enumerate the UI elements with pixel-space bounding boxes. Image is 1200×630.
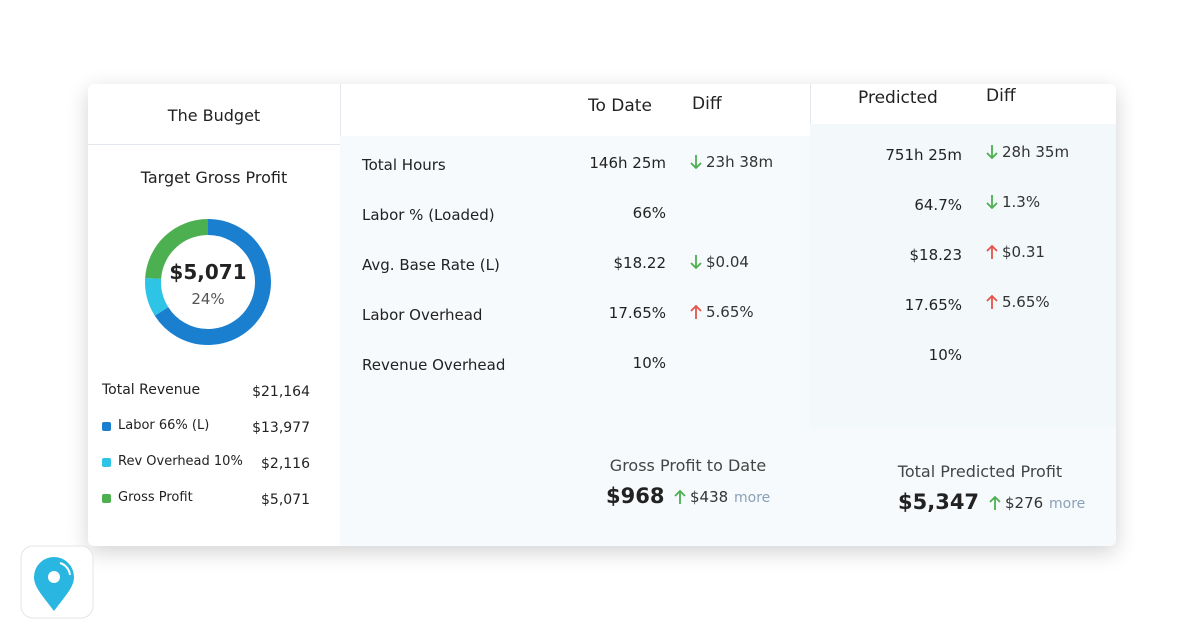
to-date-value: 17.65% — [608, 304, 666, 322]
column-header: Diff — [986, 86, 1016, 106]
legend-value: $13,977 — [252, 420, 310, 436]
legend-label: Gross Profit — [118, 490, 193, 505]
to-date-pane — [340, 136, 811, 419]
column-header: To Date — [588, 96, 652, 116]
to-date-value: $18.22 — [613, 254, 667, 272]
diff-value: $276 — [1005, 494, 1044, 512]
diff-value: 23h 38m — [706, 153, 774, 171]
trend-arrow-up — [989, 495, 1001, 510]
trend-arrow-down — [986, 195, 998, 210]
predicted-footer-pane — [810, 428, 1116, 546]
donut-center-percent: 24% — [191, 290, 225, 308]
legend-swatch — [102, 494, 111, 503]
legend-label: Rev Overhead 10% — [118, 454, 243, 469]
footer-label: Gross Profit to Date — [609, 456, 767, 475]
predicted-value: 17.65% — [904, 296, 962, 314]
legend-label: Labor 66% (L) — [118, 418, 210, 433]
diff-value: $0.04 — [706, 253, 749, 271]
trend-arrow-up — [674, 489, 686, 504]
total-value: $21,164 — [252, 384, 310, 400]
predicted-value: 10% — [928, 346, 962, 364]
trend-arrow-down — [690, 155, 702, 170]
legend-swatch — [102, 458, 111, 467]
diff-value: 5.65% — [1002, 293, 1050, 311]
trend-arrow-up — [986, 244, 998, 259]
more-link[interactable]: more — [734, 490, 771, 506]
legend-value: $5,071 — [261, 492, 310, 508]
donut-segment — [145, 219, 209, 280]
legend-swatch — [102, 422, 111, 431]
budget-header-pane — [88, 84, 341, 145]
row-label: Avg. Base Rate (L) — [362, 256, 500, 274]
app-logo — [20, 545, 94, 619]
footer-label: Total Predicted Profit — [897, 462, 1063, 481]
to-date-header-pane — [340, 84, 811, 137]
column-header: Predicted — [858, 88, 938, 108]
trend-arrow-up — [986, 294, 998, 309]
budget-title: The Budget — [167, 106, 261, 125]
trend-arrow-down — [690, 255, 702, 270]
diff-value: 5.65% — [706, 303, 754, 321]
donut-segment — [154, 219, 271, 345]
trend-arrow-up — [690, 304, 702, 319]
row-label: Revenue Overhead — [362, 356, 506, 374]
predicted-value: 751h 25m — [885, 146, 962, 164]
donut-chart — [145, 219, 271, 345]
trend-arrow-down — [986, 145, 998, 160]
diff-value: $438 — [690, 488, 729, 506]
row-label: Total Hours — [362, 156, 446, 174]
to-date-value: 10% — [632, 354, 666, 372]
diff-value: 28h 35m — [1002, 143, 1070, 161]
donut-center-value: $5,071 — [169, 260, 247, 284]
to-date-value: 66% — [632, 204, 666, 222]
budget-card: The Budget Target Gross Profit To Date Diff… — [88, 84, 1116, 546]
donut-segment — [145, 277, 169, 316]
column-header: Diff — [692, 94, 722, 114]
more-link[interactable]: more — [1049, 496, 1086, 512]
diff-value: 1.3% — [1002, 193, 1041, 211]
diff-value: $0.31 — [1002, 243, 1045, 261]
to-date-footer-pane — [340, 418, 811, 546]
footer-value: $5,347 — [898, 490, 980, 514]
to-date-value: 146h 25m — [589, 154, 666, 172]
predicted-header-pane — [810, 84, 1116, 125]
budget-subtitle: Target Gross Profit — [140, 168, 288, 187]
footer-value: $968 — [606, 484, 665, 508]
legend-value: $2,116 — [261, 456, 310, 472]
predicted-pane — [810, 124, 1116, 429]
predicted-value: 64.7% — [914, 196, 962, 214]
predicted-value: $18.23 — [909, 246, 963, 264]
total-label: Total Revenue — [102, 382, 201, 398]
row-label: Labor Overhead — [362, 306, 483, 324]
row-label: Labor % (Loaded) — [362, 206, 495, 224]
